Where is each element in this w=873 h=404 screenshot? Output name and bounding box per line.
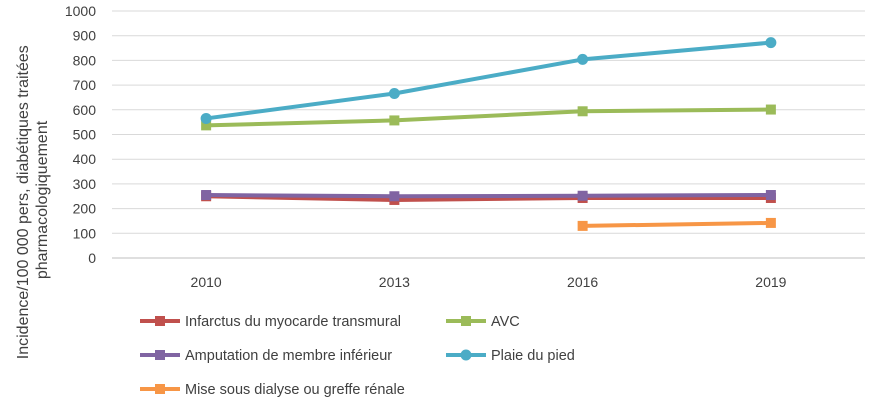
series-line [204, 194, 773, 202]
series-line [204, 107, 773, 128]
data-point [577, 220, 588, 231]
series-group [200, 37, 777, 124]
y-tick-label: 200 [73, 201, 97, 217]
series-group [577, 217, 776, 231]
legend-item: Infarctus du myocarde transmural [140, 314, 401, 330]
data-point [388, 87, 400, 99]
data-point [389, 191, 400, 202]
legend-label: AVC [491, 314, 520, 330]
legend-marker [155, 316, 165, 326]
series-line [204, 193, 773, 199]
y-tick-label: 500 [73, 127, 97, 143]
legend-item: Amputation de membre inférieur [140, 348, 392, 364]
data-point [577, 190, 588, 201]
legend-marker [155, 384, 165, 394]
legend-marker [461, 316, 471, 326]
data-point [577, 106, 588, 117]
y-tick-label: 100 [73, 225, 97, 241]
y-axis-title: Incidence/100 000 pers, diabétiques trai… [15, 41, 51, 359]
data-point [201, 120, 212, 131]
series-line [204, 40, 773, 121]
x-tick-label: 2016 [567, 274, 598, 290]
data-point [200, 112, 212, 124]
legend-label: Mise sous dialyse ou greffe rénale [185, 382, 405, 398]
x-tick-label: 2019 [755, 274, 786, 290]
series-lines [200, 37, 777, 231]
y-tick-label: 300 [73, 176, 97, 192]
x-tick-label: 2010 [191, 274, 222, 290]
series-group [201, 190, 776, 202]
legend-label: Amputation de membre inférieur [185, 348, 392, 364]
legend-label: Plaie du pied [491, 348, 575, 364]
x-tick-labels: 2010 2013 2016 2019 [191, 274, 787, 290]
legend: Infarctus du myocarde transmural AVC Amput… [140, 314, 575, 398]
data-point [765, 37, 777, 49]
data-point [765, 217, 776, 228]
y-tick-labels: 0 100 200 300 400 500 600 700 800 900 1000 [65, 3, 96, 266]
legend-label: Infarctus du myocarde transmural [185, 314, 401, 330]
legend-marker [155, 350, 165, 360]
data-point [765, 104, 776, 115]
x-tick-label: 2013 [379, 274, 410, 290]
legend-item: Plaie du pied [446, 348, 575, 364]
y-tick-label: 700 [73, 77, 97, 93]
data-point [577, 53, 589, 65]
data-point [201, 190, 212, 201]
y-tick-label: 1000 [65, 3, 96, 19]
y-tick-label: 800 [73, 52, 97, 68]
legend-marker [460, 349, 472, 361]
series-line [580, 220, 773, 228]
gridlines [112, 10, 865, 259]
y-tick-label: 900 [73, 28, 97, 44]
y-tick-label: 600 [73, 102, 97, 118]
y-tick-label: 0 [88, 250, 96, 266]
legend-item: Mise sous dialyse ou greffe rénale [140, 382, 405, 398]
series-group [201, 104, 776, 131]
series-group [201, 191, 776, 205]
legend-item: AVC [446, 314, 520, 330]
y-tick-label: 400 [73, 151, 97, 167]
data-point [765, 190, 776, 201]
data-point [389, 115, 400, 126]
y-axis-title-line1: Incidence/100 000 pers, diabétiques trai… [15, 45, 32, 359]
y-axis-title-line2: pharmacologiquement [34, 120, 51, 279]
